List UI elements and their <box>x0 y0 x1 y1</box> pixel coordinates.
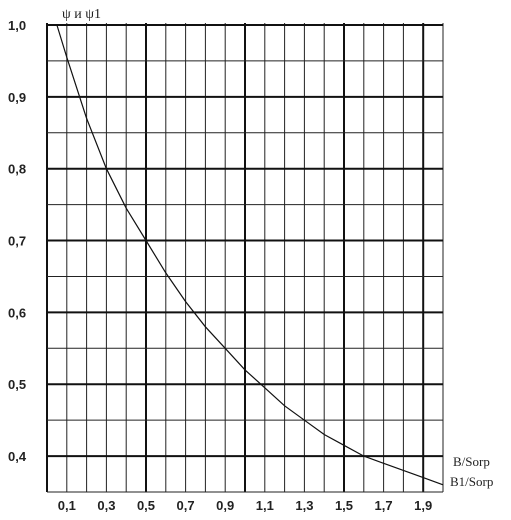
y-tick-labels: 1,0 0,9 0,8 0,7 0,6 0,5 0,4 <box>8 18 27 464</box>
grid <box>46 23 444 493</box>
x-tick-label: 1,7 <box>375 498 393 513</box>
x-tick-label: 1,1 <box>256 498 274 513</box>
x-axis-label-1: B/Sorp <box>453 454 490 469</box>
y-tick-label: 0,4 <box>8 449 27 464</box>
y-tick-label: 0,6 <box>8 305 26 320</box>
y-tick-label: 0,8 <box>8 162 26 177</box>
x-tick-label: 0,1 <box>58 498 76 513</box>
x-tick-label: 1,9 <box>414 498 432 513</box>
y-tick-label: 1,0 <box>8 18 26 33</box>
x-axis-label-2: B1/Sorp <box>450 474 493 489</box>
y-tick-label: 0,7 <box>8 234 26 249</box>
curve-layer <box>56 24 444 486</box>
x-tick-label: 1,5 <box>335 498 353 513</box>
series-line <box>56 24 444 486</box>
x-tick-label: 0,3 <box>97 498 115 513</box>
y-tick-label: 0,5 <box>8 377 26 392</box>
x-tick-labels: 0,1 0,3 0,5 0,7 0,9 1,1 1,3 1,5 1,7 1,9 <box>58 498 432 513</box>
x-tick-label: 1,3 <box>295 498 313 513</box>
x-tick-label: 0,5 <box>137 498 155 513</box>
x-tick-label: 0,9 <box>216 498 234 513</box>
y-axis-label: ψ и ψ1 <box>62 7 101 22</box>
y-tick-label: 0,9 <box>8 90 26 105</box>
x-tick-label: 0,7 <box>177 498 195 513</box>
